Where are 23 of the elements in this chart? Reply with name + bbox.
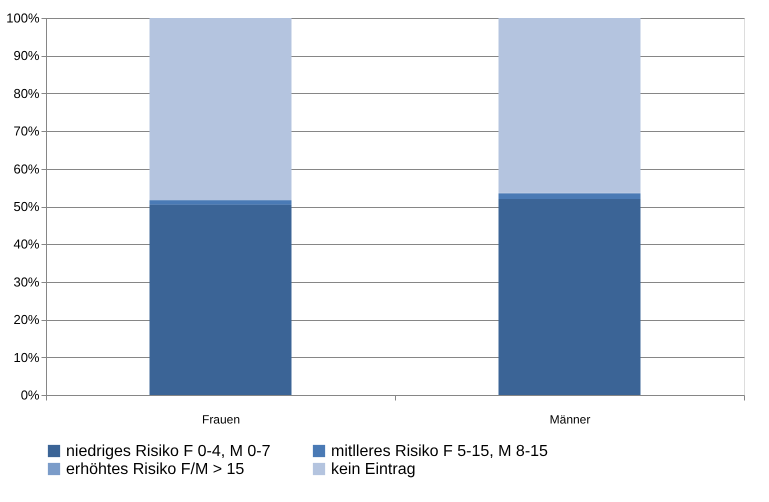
bar (150, 18, 292, 200)
y-tick-label: 80% (13, 86, 40, 101)
y-tick-label: 60% (13, 161, 40, 176)
bar (498, 198, 640, 395)
y-tick-label: 100% (6, 10, 40, 26)
y-tick-label: 90% (13, 48, 40, 64)
x-tick-label: Männer (550, 412, 590, 426)
y-tick-label: 20% (13, 312, 40, 328)
y-tick-label: 50% (13, 199, 40, 214)
x-tick-label: Frauen (202, 412, 240, 426)
y-tick-label: 0% (20, 388, 40, 402)
bar (150, 204, 292, 395)
bar (498, 18, 640, 193)
legend-label: niedriges Risiko F 0-4, M 0-7 (66, 443, 271, 460)
bar (498, 194, 640, 199)
y-tick-label: 40% (13, 236, 40, 252)
y-tick-label: 30% (13, 274, 40, 290)
y-tick-label: 10% (13, 350, 40, 365)
y-tick-label: 70% (13, 124, 40, 139)
bar (150, 200, 292, 205)
legend-label: erhöhtes Risiko F/M > 15 (66, 461, 244, 478)
legend-label: mitlleres Risiko F 5-15, M 8-15 (331, 443, 548, 460)
legend-label: kein Eintrag (331, 461, 416, 478)
